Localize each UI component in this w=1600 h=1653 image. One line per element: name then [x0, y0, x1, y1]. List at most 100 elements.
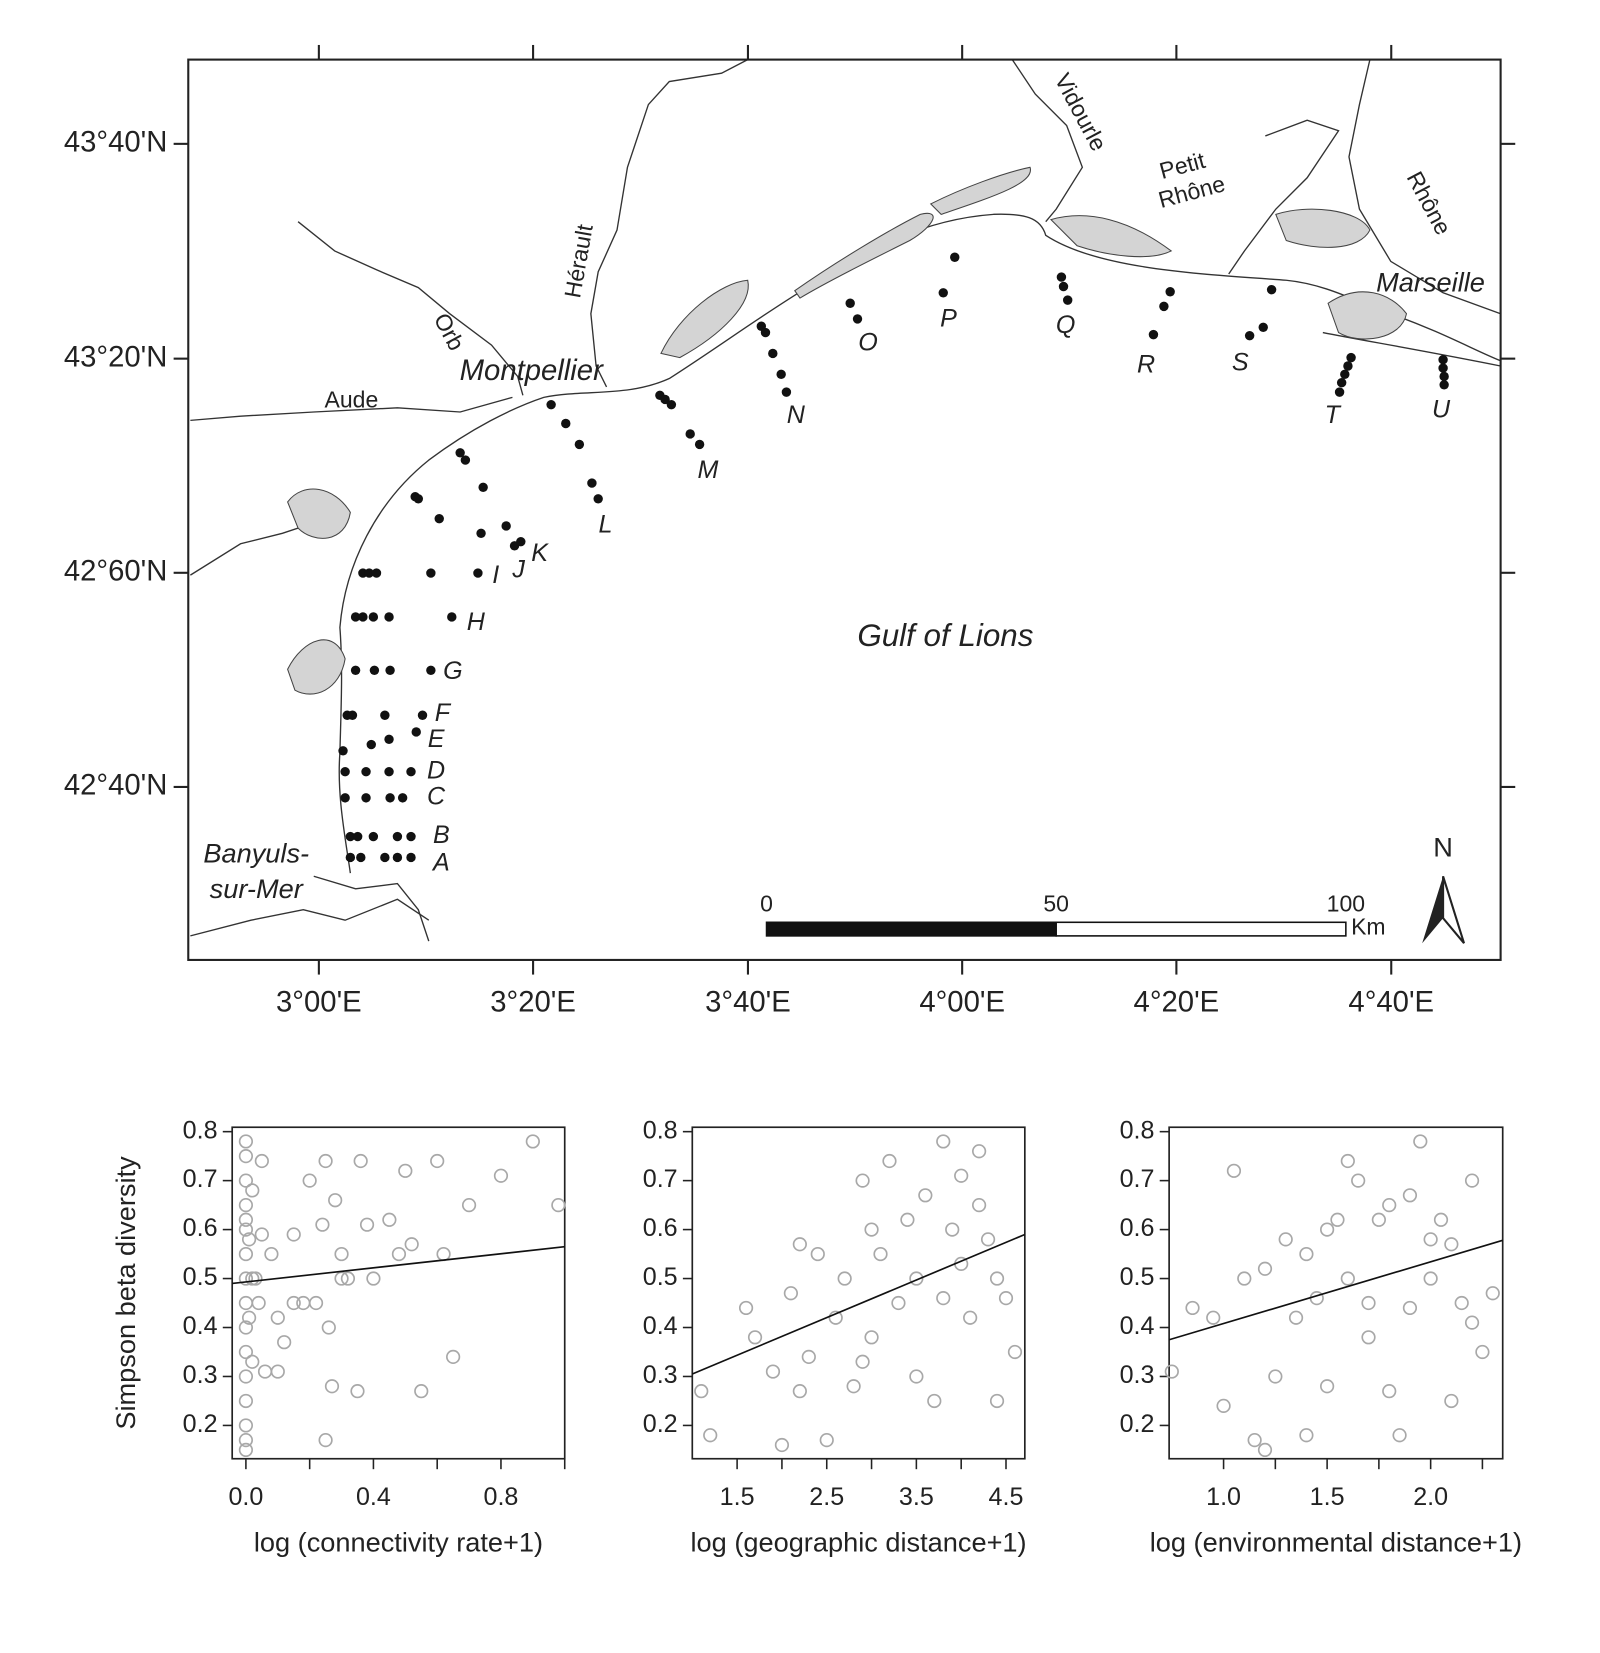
station-dot [694, 439, 705, 450]
point [461, 1197, 477, 1213]
station-dot [384, 734, 394, 745]
x-tick-label: 4.5 [989, 1483, 1024, 1511]
point [551, 1197, 566, 1213]
point [1185, 1300, 1200, 1316]
lagoon [660, 279, 749, 359]
station-dot [384, 767, 394, 777]
station-label: R [1137, 351, 1155, 379]
point [248, 1271, 263, 1286]
station-dot [385, 665, 395, 675]
station-dot [426, 568, 436, 578]
station-dot [358, 612, 368, 622]
point [238, 1149, 254, 1164]
point [1444, 1237, 1459, 1252]
point [989, 1393, 1005, 1409]
point [238, 1271, 254, 1286]
north-arrow: N [1422, 831, 1466, 944]
point [238, 1320, 254, 1335]
point [398, 1163, 413, 1178]
station-dot [478, 482, 488, 492]
point [238, 1212, 254, 1227]
station-dot [411, 727, 421, 737]
point [900, 1212, 915, 1227]
station-dot [1159, 301, 1169, 312]
lat-tick-label: 42°60'N [64, 556, 168, 588]
point [340, 1271, 356, 1286]
station-label: G [443, 657, 463, 685]
y-axis-label: Simpson beta diversity [110, 1156, 141, 1430]
lat-tick-label: 42°40'N [64, 770, 168, 802]
point [1464, 1173, 1480, 1188]
lagoon [1049, 215, 1173, 258]
point [927, 1393, 942, 1409]
point [404, 1237, 419, 1252]
point [1382, 1197, 1397, 1213]
point [998, 1291, 1014, 1306]
point [525, 1134, 540, 1149]
station-dot [364, 568, 374, 578]
x-tick-label: 0.0 [228, 1483, 263, 1511]
point [286, 1227, 301, 1242]
place-label: sur-Mer [210, 873, 304, 904]
point [315, 1217, 330, 1232]
point [810, 1246, 825, 1262]
point [1402, 1188, 1418, 1203]
point [245, 1183, 260, 1198]
station-dot [950, 252, 960, 262]
point [1444, 1393, 1459, 1409]
lon-tick-label: 3°40'E [705, 987, 791, 1019]
station-dot [1062, 295, 1073, 305]
point [819, 1433, 834, 1448]
point [241, 1310, 257, 1325]
station-label: H [467, 608, 486, 636]
station-dot [516, 536, 526, 547]
coastline-east [1322, 331, 1501, 367]
y-tick-label: 0.2 [643, 1410, 678, 1438]
station-dot [417, 710, 428, 720]
station-dot [340, 793, 350, 803]
station-dot [350, 665, 361, 675]
point [238, 1246, 254, 1262]
point [436, 1246, 451, 1262]
station-dot [1165, 287, 1175, 297]
station-dot [781, 387, 792, 397]
station-dot [1266, 284, 1277, 295]
station-dot [1334, 387, 1345, 397]
point [328, 1193, 343, 1208]
point [1257, 1442, 1273, 1458]
station-dot [760, 327, 771, 338]
point [1237, 1271, 1252, 1286]
station-dot [476, 528, 486, 539]
x-tick-label: 2.5 [809, 1483, 844, 1511]
point [954, 1168, 969, 1183]
river [590, 59, 749, 388]
y-tick-label: 0.3 [643, 1361, 678, 1389]
sea-label: Gulf of Lions [857, 618, 1033, 653]
point [238, 1433, 254, 1448]
point [855, 1173, 870, 1188]
scale-bar-segment [765, 921, 1057, 937]
point [1351, 1173, 1366, 1188]
y-tick-label: 0.8 [643, 1116, 678, 1144]
north-label: N [1433, 831, 1453, 862]
river [297, 221, 524, 396]
point [245, 1271, 260, 1286]
point [1330, 1212, 1345, 1227]
point [270, 1364, 285, 1379]
station-label: E [428, 725, 445, 753]
place-label: Hérault [559, 222, 598, 300]
station-dot [397, 793, 408, 803]
plot-frame [1168, 1126, 1504, 1460]
point [909, 1369, 924, 1384]
station-dot [350, 612, 361, 622]
point [1257, 1261, 1273, 1276]
trend-line [1168, 1239, 1503, 1341]
point [801, 1349, 816, 1364]
lon-tick-label: 4°20'E [1134, 987, 1220, 1019]
station-dot [1439, 380, 1449, 390]
station-dot [426, 665, 436, 675]
station-dot [345, 831, 356, 842]
x-axis-label: log (environmental distance+1) [1150, 1527, 1522, 1558]
